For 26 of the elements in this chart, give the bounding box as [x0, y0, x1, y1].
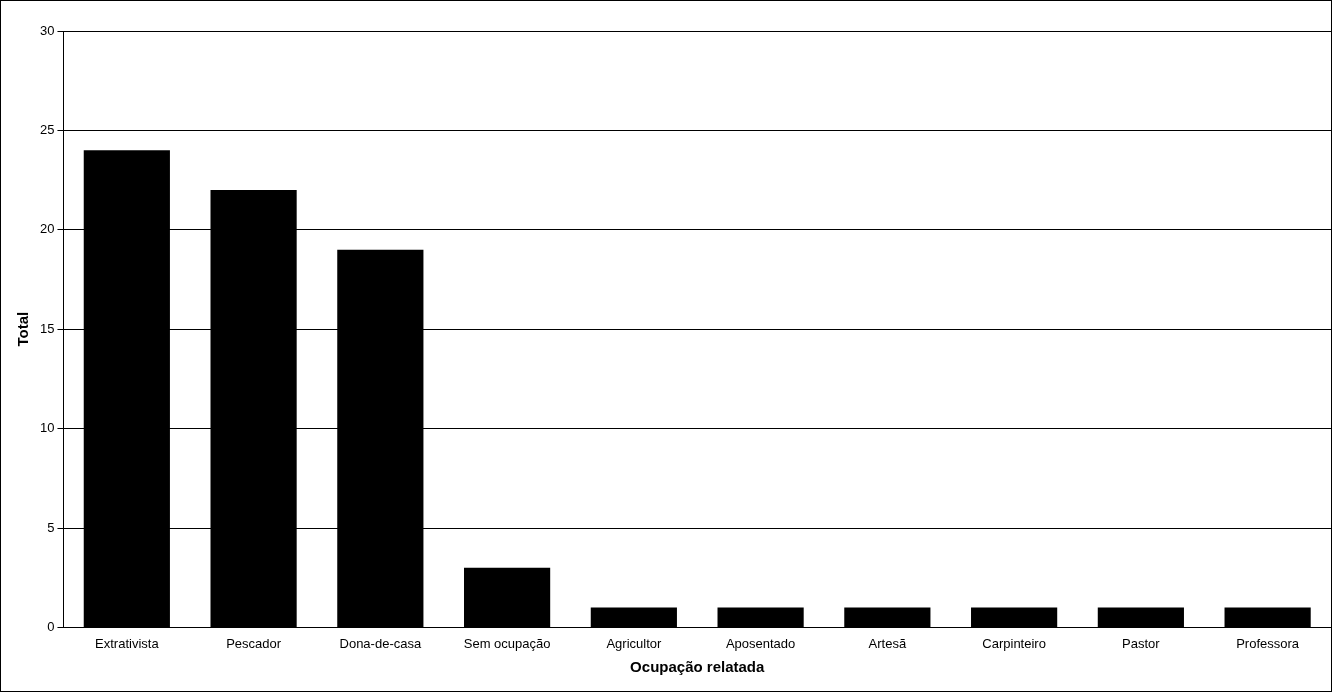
bar — [1097, 607, 1184, 627]
y-tick-label: 0 — [47, 618, 55, 634]
x-tick-label: Aposentado — [725, 635, 796, 651]
x-tick-label: Dona-de-casa — [339, 635, 422, 651]
x-tick-label: Pescador — [226, 635, 282, 651]
y-tick-label: 30 — [39, 22, 55, 38]
bar — [971, 607, 1058, 627]
y-tick-label: 20 — [39, 221, 55, 237]
y-tick-label: 25 — [39, 121, 55, 137]
x-tick-label: Agricultor — [606, 635, 662, 651]
y-axis-title: Total — [14, 311, 32, 347]
bar — [1224, 607, 1311, 627]
x-tick-label: Artesã — [868, 635, 907, 651]
y-tick-label: 15 — [39, 320, 55, 336]
bar — [844, 607, 931, 627]
x-tick-label: Extrativista — [95, 635, 160, 651]
y-tick-label: 10 — [39, 420, 55, 436]
x-tick-label: Professora — [1236, 635, 1300, 651]
x-tick-label: Carpinteiro — [982, 635, 1046, 651]
bar — [464, 567, 551, 627]
x-tick-label: Pastor — [1122, 635, 1161, 651]
bar — [590, 607, 677, 627]
y-tick-label: 5 — [47, 519, 55, 535]
x-axis-title: Ocupação relatada — [630, 658, 765, 676]
bar — [717, 607, 804, 627]
x-tick-label: Sem ocupação — [463, 635, 551, 651]
